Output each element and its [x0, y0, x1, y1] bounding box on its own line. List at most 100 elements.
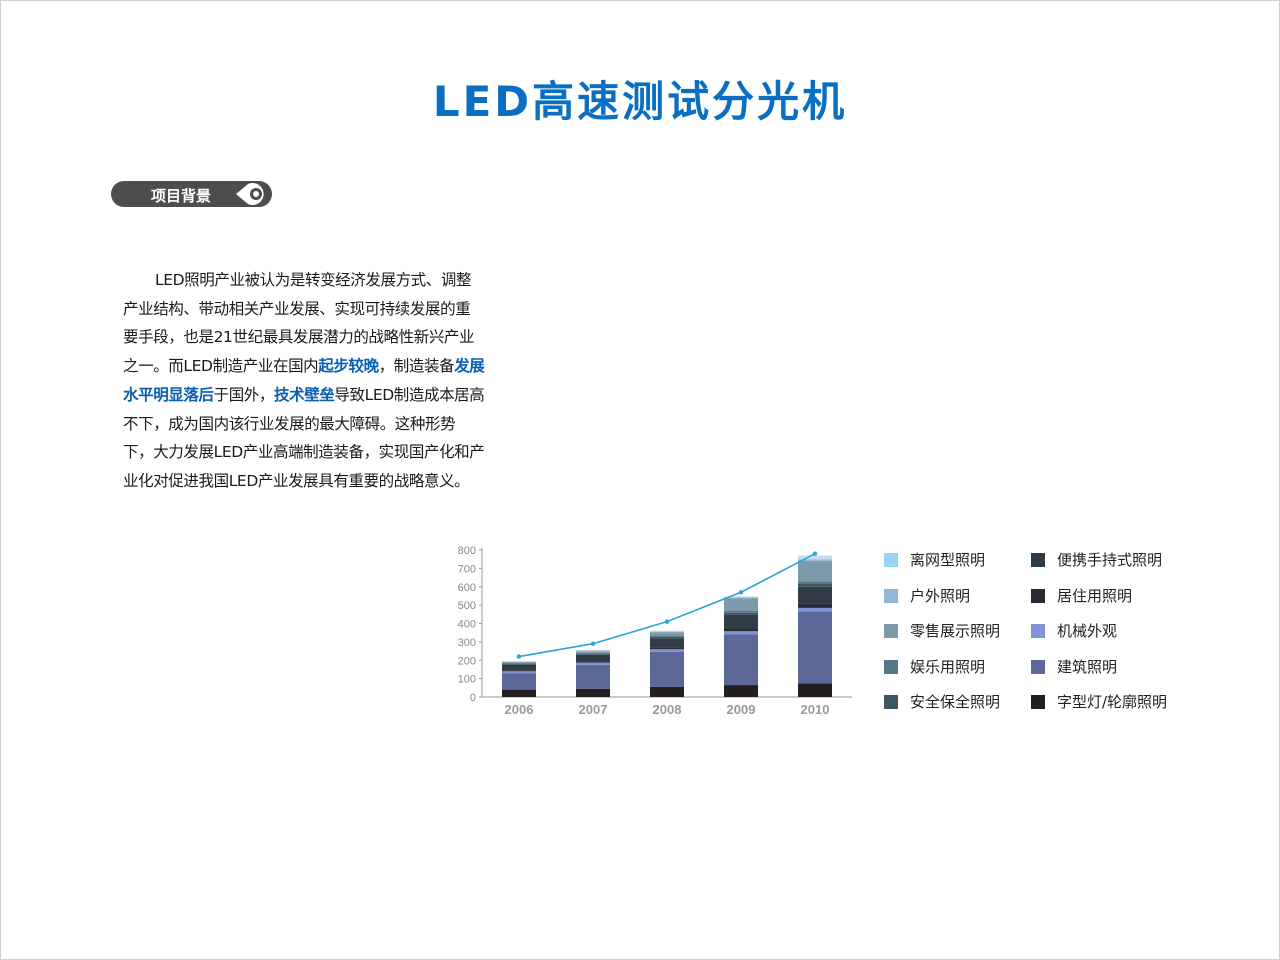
chart: 0 100 200 300 400 500 600 700 800 2006 2007 2008 200…	[440, 540, 860, 720]
bar-segment	[724, 628, 758, 632]
bar-segment	[502, 689, 536, 697]
bar-segment	[650, 686, 684, 697]
bar-segment	[724, 598, 758, 612]
bar-segment	[650, 630, 684, 632]
bar-segment	[798, 581, 832, 584]
highlight-phrase: 起步较晚	[318, 357, 379, 376]
section-badge: 项目背景	[111, 181, 272, 207]
bar-segment	[724, 596, 758, 598]
bar-segment	[650, 649, 684, 652]
bar-segment	[798, 603, 832, 608]
bar-segment	[502, 662, 536, 664]
y-tick-label: 0	[470, 692, 476, 704]
section-label: 项目背景	[151, 187, 212, 205]
y-tick-label: 300	[458, 637, 476, 649]
legend-swatch	[1031, 553, 1045, 567]
legend-label: 居住用照明	[1057, 586, 1133, 605]
y-tick-label: 100	[458, 674, 476, 686]
legend-swatch	[884, 553, 898, 567]
bar-segment	[576, 688, 610, 697]
bar-segment	[724, 634, 758, 686]
chart-legend: 离网型照明户外照明零售展示照明娱乐用照明安全保全照明 便携手持式照明 居住用照明机械…	[884, 544, 1214, 724]
legend-item: 便携手持式照明	[1031, 549, 1162, 571]
bar-segment	[798, 555, 832, 560]
bar-segment	[724, 612, 758, 615]
legend-item: 字型灯/轮廓照明	[1031, 691, 1167, 713]
bar-segment	[502, 670, 536, 672]
legend-label: 字型灯/轮廓照明	[1057, 693, 1168, 711]
bar-segment	[650, 635, 684, 637]
x-tick-label: 2007	[579, 702, 608, 717]
bar-segment	[724, 631, 758, 635]
bar-segment	[576, 664, 610, 689]
y-tick-label: 400	[458, 619, 476, 631]
bar-segment	[576, 650, 610, 652]
bar-segment	[798, 607, 832, 612]
legend-item: 娱乐用照明	[884, 656, 985, 678]
paragraph-text: LED照明产业被认为是转变经济发展方式、调整产业结构、带动相关产业发展、实现可持…	[123, 271, 475, 376]
legend-swatch	[1031, 624, 1045, 638]
paragraph-text: 导致LED制造成本居高不下，成为国内该行业发展的最大障碍。这种形势下，大力发展L…	[123, 385, 485, 490]
legend-item: 户外照明	[884, 585, 970, 607]
bar-segment	[576, 654, 610, 662]
legend-item: 离网型照明	[884, 549, 985, 571]
highlight-phrase: 技术壁垒	[274, 385, 335, 404]
legend-label: 零售展示照明	[910, 622, 1001, 640]
legend-item: 建筑照明	[1031, 656, 1117, 678]
bar-segment	[724, 614, 758, 629]
bar-segment	[798, 611, 832, 684]
legend-swatch	[884, 624, 898, 638]
trend-point	[738, 590, 744, 595]
bar-segment	[650, 638, 684, 648]
bar-segment	[576, 662, 610, 665]
bar-segment	[650, 632, 684, 636]
trend-point	[812, 551, 818, 556]
legend-swatch	[884, 659, 898, 674]
legend-swatch	[884, 588, 898, 603]
bar-segment	[576, 653, 610, 655]
legend-label: 建筑照明	[1057, 657, 1118, 676]
bar-segment	[502, 661, 536, 663]
bar-segment	[576, 652, 610, 654]
paragraph-text: 于国外，	[213, 385, 275, 404]
bar-segment	[798, 583, 832, 587]
bar-segment	[502, 664, 536, 671]
trend-point	[516, 654, 522, 659]
bar-segment	[798, 559, 832, 562]
bar-segment	[724, 611, 758, 613]
x-tick-label: 2009	[727, 702, 756, 717]
bar-segment	[650, 647, 684, 650]
y-tick-label: 800	[458, 545, 476, 557]
legend-item: 居住用照明	[1031, 585, 1132, 607]
y-tick-label: 200	[458, 655, 476, 667]
legend-swatch	[1031, 695, 1045, 709]
legend-label: 便携手持式照明	[1057, 551, 1163, 569]
bar-segment	[798, 683, 832, 697]
y-tick-label: 700	[458, 563, 476, 575]
legend-swatch	[884, 695, 898, 709]
y-tick-label: 600	[458, 582, 476, 594]
legend-swatch	[1031, 588, 1045, 603]
legend-label: 机械外观	[1057, 622, 1118, 640]
paragraph-text: ，制造装备	[378, 357, 455, 376]
bar-segment	[576, 649, 610, 651]
bar-segment	[576, 651, 610, 653]
legend-item: 机械外观	[1031, 620, 1117, 642]
bar-segment	[650, 636, 684, 639]
location-pin-icon	[236, 183, 264, 205]
bar-segment	[798, 561, 832, 582]
highlight-phrase: 发展水平明显落后	[123, 357, 485, 404]
y-tick-label: 500	[458, 600, 476, 612]
x-tick-label: 2006	[505, 702, 534, 717]
trend-point	[590, 641, 596, 646]
bar-segment	[502, 663, 536, 664]
bar-segment	[798, 586, 832, 604]
legend-label: 户外照明	[910, 586, 971, 605]
stacked-bar-chart: 0 100 200 300 400 500 600 700 800 2006 2007 2008 200…	[458, 545, 852, 717]
legend-label: 安全保全照明	[910, 693, 1001, 711]
page-title: LED高速测试分光机	[432, 77, 848, 126]
x-tick-label: 2010	[801, 702, 830, 717]
x-tick-label: 2008	[653, 702, 682, 717]
legend-item: 安全保全照明	[884, 691, 1000, 713]
bar-segment	[502, 671, 536, 674]
